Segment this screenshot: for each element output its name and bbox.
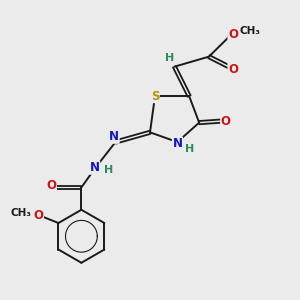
Text: O: O [46,178,56,191]
Text: O: O [228,63,238,76]
Text: N: N [109,130,119,143]
Text: N: N [90,161,100,174]
Text: S: S [151,90,159,103]
Text: CH₃: CH₃ [239,26,260,36]
Text: H: H [165,53,175,63]
Text: H: H [104,165,113,175]
Text: O: O [228,28,238,41]
Text: H: H [185,143,194,154]
Text: CH₃: CH₃ [10,208,31,218]
Text: O: O [33,209,43,222]
Text: N: N [172,137,182,150]
Text: O: O [221,115,231,128]
